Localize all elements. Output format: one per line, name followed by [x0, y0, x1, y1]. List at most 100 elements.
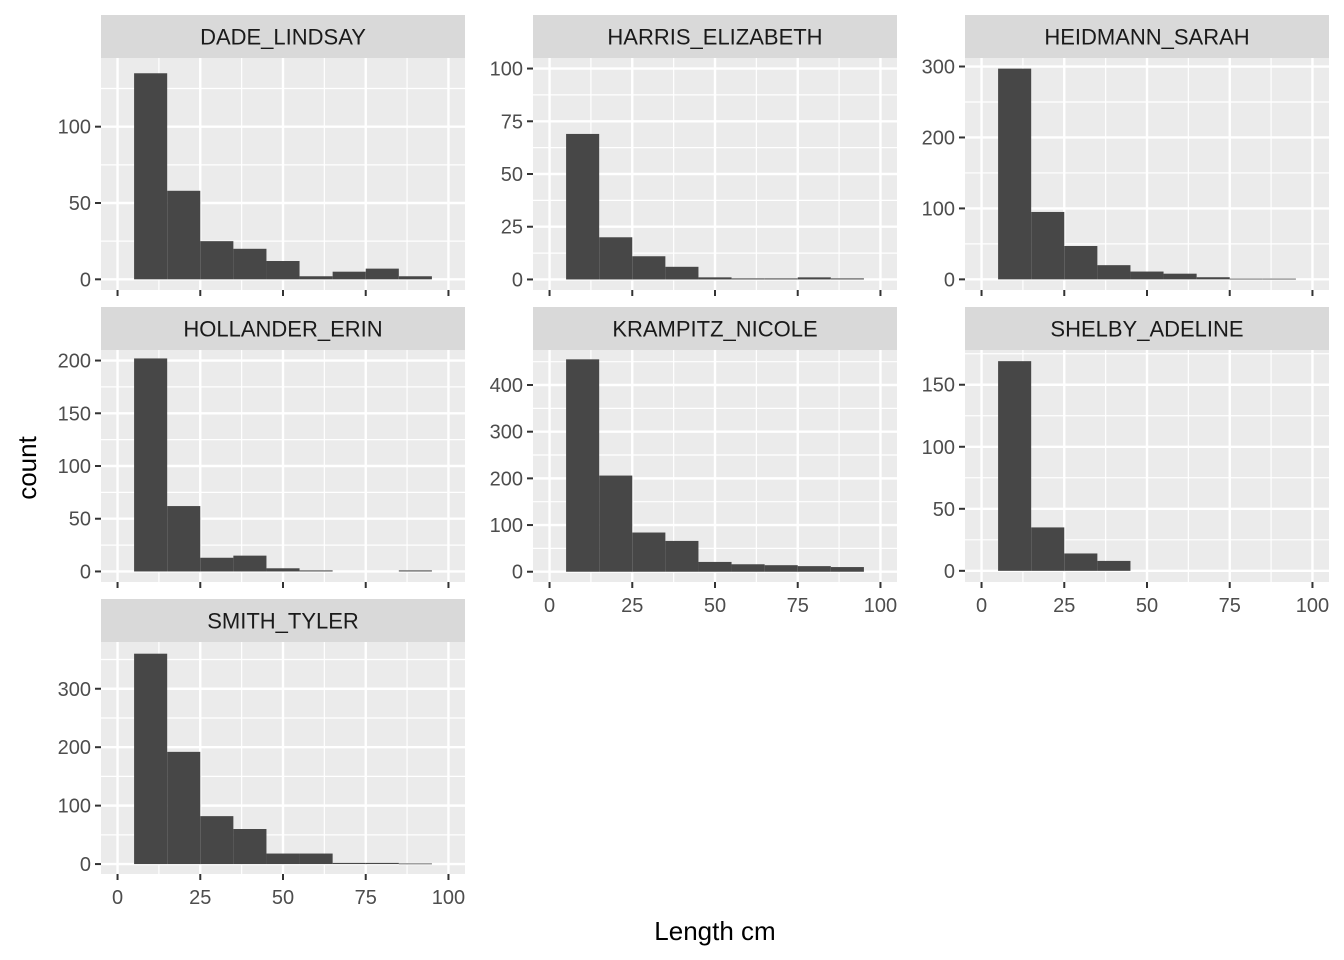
x-tick-label: 0: [544, 595, 555, 617]
histogram-bar: [797, 566, 831, 572]
histogram-bar: [1064, 246, 1098, 280]
facet-strip-label: HOLLANDER_ERIN: [183, 317, 382, 342]
histogram-bar: [1031, 527, 1065, 571]
histogram-bar: [398, 863, 432, 865]
y-tick-label: 50: [69, 193, 91, 215]
histogram-bar: [365, 268, 399, 280]
y-tick-label: 100: [58, 796, 91, 818]
facet-panel: DADE_LINDSAY 0 50 100: [58, 15, 465, 296]
y-tick-label: 25: [501, 217, 523, 239]
histogram-bar: [830, 567, 864, 572]
histogram-bar: [731, 278, 765, 280]
y-tick-label: 50: [501, 164, 523, 186]
histogram-bar: [1229, 278, 1263, 280]
histogram-bar: [998, 361, 1032, 571]
histogram-bar: [599, 237, 633, 280]
y-tick-label: 300: [58, 679, 91, 701]
x-tick-label: 100: [864, 595, 897, 617]
y-tick-label: 300: [922, 57, 955, 79]
histogram-bar: [233, 248, 267, 280]
x-tick-label: 75: [1219, 595, 1241, 617]
x-tick-label: 75: [787, 595, 809, 617]
y-tick-label: 0: [944, 269, 955, 291]
histogram-bar: [167, 751, 201, 865]
facet-panel: HEIDMANN_SARAH 0 100 200 300: [922, 15, 1329, 296]
x-tick-label: 50: [272, 887, 294, 909]
histogram-bar: [1130, 271, 1164, 280]
histogram-bar: [167, 190, 201, 280]
histogram-bar: [332, 862, 366, 865]
histogram-bar: [398, 570, 432, 572]
histogram-bar: [1097, 265, 1131, 280]
histogram-bar: [1031, 211, 1065, 280]
facet-strip-label: HARRIS_ELIZABETH: [607, 25, 822, 50]
facet-strip-label: DADE_LINDSAY: [200, 25, 366, 50]
facet-strip: [533, 15, 897, 58]
x-tick-label: 25: [621, 595, 643, 617]
y-axis-title: count: [12, 435, 42, 499]
facet-panel: HARRIS_ELIZABETH 0 25 50 75 100: [490, 15, 897, 296]
histogram-bar: [1163, 273, 1197, 280]
histogram-bar: [1097, 560, 1131, 571]
y-tick-label: 0: [80, 561, 91, 583]
x-tick-label: 25: [1053, 595, 1075, 617]
facet-strip: [101, 599, 465, 642]
y-tick-label: 150: [58, 403, 91, 425]
histogram-bar: [332, 271, 366, 280]
x-tick-label: 0: [976, 595, 987, 617]
y-tick-label: 200: [58, 351, 91, 373]
x-tick-label: 100: [432, 887, 465, 909]
y-tick-label: 100: [922, 437, 955, 459]
histogram-bar: [365, 862, 399, 865]
histogram-bar: [698, 561, 732, 572]
histogram-bar: [764, 565, 798, 572]
facet-strip-label: SHELBY_ADELINE: [1050, 317, 1243, 342]
histogram-bar: [398, 276, 432, 280]
y-tick-label: 0: [944, 561, 955, 583]
y-tick-label: 100: [58, 456, 91, 478]
histogram-bar: [566, 133, 600, 280]
y-tick-label: 400: [490, 375, 523, 397]
histogram-bar: [665, 540, 699, 572]
y-tick-label: 200: [490, 468, 523, 490]
histogram-bar: [200, 557, 234, 572]
histogram-bar: [698, 277, 732, 280]
histogram-bar: [632, 532, 666, 572]
histogram-bar: [134, 73, 168, 280]
histogram-bar: [266, 261, 300, 280]
histogram-bar: [233, 829, 267, 865]
x-tick-label: 75: [355, 887, 377, 909]
x-tick-label: 0: [112, 887, 123, 909]
facet-strip-label: HEIDMANN_SARAH: [1044, 25, 1249, 50]
y-tick-label: 0: [512, 562, 523, 584]
histogram-bar: [299, 276, 333, 280]
histogram-bar: [200, 816, 234, 865]
histogram-bar: [764, 278, 798, 280]
x-axis-title: Length cm: [654, 916, 775, 946]
y-tick-label: 50: [69, 509, 91, 531]
histogram-bar: [731, 564, 765, 572]
histogram-bar: [1064, 553, 1098, 571]
x-tick-label: 25: [189, 887, 211, 909]
histogram-bar: [200, 241, 234, 280]
histogram-bar: [299, 853, 333, 865]
facet-strip: [965, 15, 1329, 58]
histogram-bar: [830, 278, 864, 280]
facet-strip-label: KRAMPITZ_NICOLE: [612, 317, 817, 342]
x-tick-label: 50: [704, 595, 726, 617]
facet-panel: KRAMPITZ_NICOLE 0 100 200 300 400 0 25 50 75 100: [490, 307, 897, 617]
facet-panel: SHELBY_ADELINE 0 50 100 150 0 25 50 75 100: [922, 307, 1329, 617]
facet-strip: [533, 307, 897, 350]
facet-strip: [965, 307, 1329, 350]
facet-strip-label: SMITH_TYLER: [207, 609, 359, 634]
y-tick-label: 50: [933, 499, 955, 521]
y-tick-label: 300: [490, 422, 523, 444]
histogram-bar: [266, 568, 300, 572]
y-tick-label: 200: [58, 737, 91, 759]
facet-panel: SMITH_TYLER 0 100 200 300 0 25 50 75 100: [58, 599, 465, 909]
facet-panel: HOLLANDER_ERIN 0 50 100 150 200: [58, 307, 465, 588]
histogram-bar: [665, 266, 699, 280]
x-tick-label: 100: [1296, 595, 1329, 617]
y-tick-label: 100: [490, 59, 523, 81]
facet-strip: [101, 15, 465, 58]
